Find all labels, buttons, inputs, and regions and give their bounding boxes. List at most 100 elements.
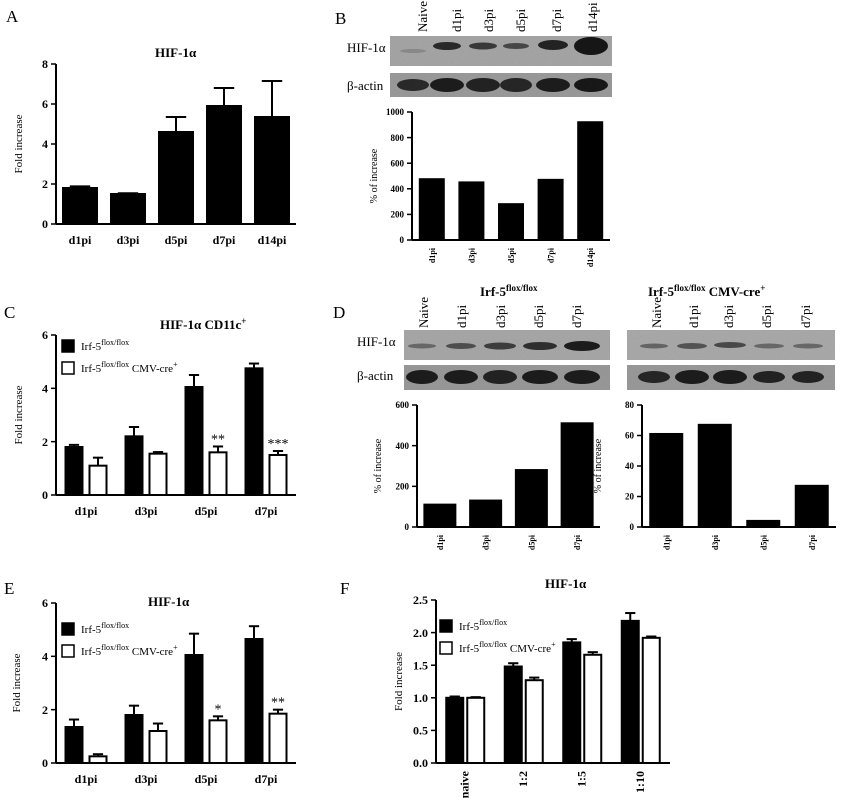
blot-membrane-actin: [390, 73, 612, 97]
panel-letter-e: E: [4, 579, 14, 598]
bar: [64, 726, 84, 764]
y-tick-label: 200: [396, 481, 410, 491]
bar: [110, 193, 146, 225]
y-axis-label: Fold increase: [13, 385, 25, 444]
y-tick-label: 1.0: [413, 691, 428, 705]
blot-row-label-actin: β-actin: [347, 78, 384, 93]
x-tick-label: d1pi: [75, 504, 98, 518]
y-axis-label: Fold increase: [393, 652, 405, 711]
blot-title: Irf-5flox/flox: [480, 283, 538, 299]
bar: [469, 499, 503, 529]
text-part: CMV-cre: [129, 363, 173, 375]
bar: [562, 641, 582, 765]
blot-lane-label: d3pi: [493, 305, 508, 329]
chart-title: HIF-1α: [155, 45, 197, 60]
y-tick-label: 400: [396, 441, 410, 451]
y-tick-label: 600: [391, 158, 405, 168]
blot-title: Irf-5flox/flox CMV-cre+: [648, 283, 765, 299]
text-part: Irf-5: [81, 363, 102, 375]
superscript: flox/flox: [479, 618, 507, 627]
x-tick-label: d1pi: [662, 534, 671, 550]
bar: [577, 121, 604, 241]
bar: [537, 178, 564, 241]
x-tick-label: 1:5: [574, 771, 588, 787]
blot-lane-label: d7pi: [569, 305, 584, 329]
y-tick-label: 0: [405, 522, 410, 532]
y-tick-label: 1000: [386, 107, 405, 117]
bar: [124, 714, 144, 764]
blot-lane-label: d7pi: [798, 305, 813, 329]
panel-letter-c: C: [4, 303, 15, 322]
bar: [524, 679, 544, 764]
bar: [268, 712, 288, 765]
legend-label: Irf-5flox/flox: [81, 621, 129, 636]
superscript: flox/flox: [101, 621, 129, 630]
bar: [148, 452, 168, 496]
y-axis-label: Fold increase: [13, 114, 25, 173]
significance-marker: *: [215, 702, 222, 717]
x-tick-label: d7pi: [255, 504, 278, 518]
blot-lane-label: d1pi: [449, 9, 464, 33]
blot-d-left: Irf-5flox/flox Naive d1pi d3pi d5pi d7pi…: [357, 283, 610, 390]
y-axis-label: % of increase: [373, 438, 384, 493]
blot-lane-label: d5pi: [513, 9, 528, 33]
y-tick-label: 6: [42, 97, 48, 111]
blot-row-label-hif: HIF-1α: [357, 334, 396, 349]
x-tick-label: d7pi: [808, 534, 817, 550]
legend-swatch: [439, 641, 453, 655]
text-part: HIF-1α CD11c: [160, 317, 242, 332]
y-tick-label: 20: [625, 492, 635, 502]
text-part: Irf-5: [81, 341, 102, 353]
y-tick-label: 2: [42, 435, 48, 449]
blot-b: Naive d1pi d3pi d5pi d7pi d14pi HIF-1α β…: [347, 1, 612, 97]
y-tick-label: 200: [391, 210, 405, 220]
x-tick-label: naive: [457, 770, 471, 798]
blot-membrane-hif: [390, 36, 612, 66]
bar: [794, 484, 829, 529]
y-tick-label: 2: [42, 703, 48, 717]
x-tick-label: d5pi: [759, 534, 768, 550]
y-tick-label: 0: [630, 522, 635, 532]
bar: [244, 638, 264, 764]
x-tick-label: d7pi: [573, 534, 582, 550]
legend-swatch: [61, 339, 75, 353]
x-tick-label: d1pi: [428, 247, 437, 263]
y-tick-label: 2.5: [413, 593, 428, 607]
superscript: +: [173, 643, 178, 652]
x-tick-label: 1:10: [633, 771, 647, 793]
x-tick-label: d14pi: [258, 233, 287, 247]
x-tick-label: 1:2: [516, 771, 530, 787]
text-part: CMV-cre: [129, 646, 173, 658]
y-tick-label: 2.0: [413, 626, 428, 640]
chart-panel-b-quantification: 0 200 400 600 800 1000 % of increase d1pi d3pi d5…: [369, 107, 610, 267]
bar: [206, 105, 242, 225]
legend-swatch: [61, 361, 75, 375]
bar: [64, 446, 84, 496]
x-tick-label: d1pi: [436, 534, 445, 550]
panel-letter-d: D: [333, 303, 345, 322]
y-axis-label: Fold increase: [11, 653, 23, 712]
x-tick-label: d5pi: [165, 233, 188, 247]
legend-label: Irf-5flox/flox CMV-cre+: [81, 360, 178, 375]
superscript: flox/flox: [479, 640, 507, 649]
blot-membrane-hif: [627, 330, 835, 360]
x-tick-label: d7pi: [547, 247, 556, 263]
blot-membrane-hif: [404, 330, 610, 360]
y-tick-label: 60: [625, 431, 635, 441]
bar: [423, 503, 457, 528]
superscript: +: [173, 360, 178, 369]
bar: [560, 422, 594, 528]
y-tick-label: 0: [42, 217, 48, 231]
legend-label: Irf-5flox/flox: [81, 338, 129, 353]
chart-title: HIF-1α CD11c+: [160, 316, 246, 332]
y-axis-label: % of increase: [369, 148, 380, 203]
chart-title: HIF-1α: [545, 576, 587, 591]
bar: [503, 665, 523, 765]
legend-label: Irf-5flox/flox CMV-cre+: [81, 643, 178, 658]
bar: [649, 432, 684, 529]
y-tick-label: 80: [625, 400, 635, 410]
blot-lane-label: d1pi: [686, 305, 701, 329]
chart-title: HIF-1α: [148, 594, 190, 609]
